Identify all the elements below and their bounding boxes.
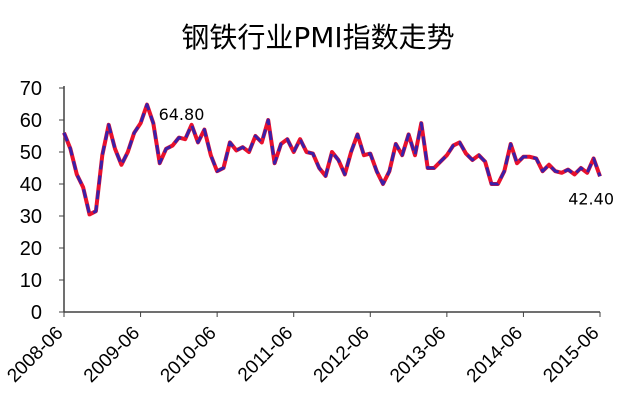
y-tick-label: 0 — [31, 302, 42, 324]
series-group — [62, 102, 602, 217]
x-tick-label: 2012-06 — [310, 323, 374, 387]
y-tick-label: 70 — [20, 78, 42, 100]
x-tick-label: 2013-06 — [386, 323, 450, 387]
data-labels: 64.80 42.40 — [159, 105, 614, 208]
axes: 0 10 20 30 40 50 60 70 2008-06 2009-06 2010-06 2011… — [3, 78, 603, 387]
y-tick-label: 50 — [20, 142, 42, 164]
x-tick-label: 2014-06 — [463, 323, 527, 387]
series-line-blue — [62, 103, 602, 216]
data-label: 64.80 — [159, 105, 205, 124]
y-tick-label: 30 — [20, 206, 42, 228]
x-tick-label: 2011-06 — [234, 323, 297, 386]
x-tick-label: 2010-06 — [157, 323, 221, 387]
x-tick-label: 2015-06 — [539, 323, 603, 387]
y-tick-label: 20 — [20, 238, 42, 260]
y-tick-label: 40 — [20, 174, 42, 196]
x-tick-label: 2009-06 — [80, 323, 144, 387]
data-label: 42.40 — [568, 189, 614, 208]
y-tick-label: 10 — [20, 270, 42, 292]
y-tick-label: 60 — [20, 110, 42, 132]
chart-title: 钢铁行业PMI指数走势 — [181, 21, 454, 54]
x-tick-label: 2008-06 — [3, 323, 67, 387]
